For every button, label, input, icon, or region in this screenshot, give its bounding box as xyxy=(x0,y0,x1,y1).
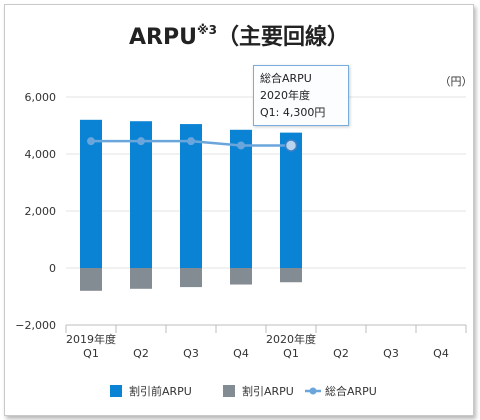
x-tick-label: Q3 xyxy=(183,347,199,360)
tooltip-series: 総合ARPU xyxy=(260,72,312,85)
legend-swatch xyxy=(223,385,235,397)
legend-label: 割引前ARPU xyxy=(129,384,192,398)
bar-discount xyxy=(280,268,302,283)
tooltip-year: 2020年度 xyxy=(260,89,310,102)
year-label: 2019年度 xyxy=(66,332,116,346)
point-total-arpu xyxy=(137,137,145,146)
x-tick-label: Q4 xyxy=(233,347,249,360)
bar-discount xyxy=(180,268,202,288)
y-tick-label: 0 xyxy=(49,262,56,275)
point-total-arpu xyxy=(237,141,245,150)
bar-pre-discount xyxy=(180,124,202,268)
chart-tooltip: 総合ARPU 2020年度 Q1: 4,300円 xyxy=(253,65,349,126)
legend-swatch-marker xyxy=(309,387,317,395)
unit-label: （円） xyxy=(440,75,473,88)
legend-label: 総合ARPU xyxy=(325,384,377,398)
x-tick-label: Q3 xyxy=(383,347,399,360)
bar-pre-discount xyxy=(130,121,152,268)
bar-discount xyxy=(230,268,252,285)
point-total-arpu xyxy=(87,137,95,146)
chart-container: ARPU※3（主要回線） 6,000 4,000 2,000 0 −2,000 （円） Q1… xyxy=(4,4,474,416)
legend-label: 割引ARPU xyxy=(242,384,294,398)
x-tick-label: Q1 xyxy=(283,347,299,360)
bar-discount xyxy=(130,268,152,289)
chart-svg: 6,000 4,000 2,000 0 −2,000 （円） Q1 Q2 Q3 Q4 Q1 Q2 Q3 Q… xyxy=(15,75,473,398)
point-total-arpu xyxy=(187,137,195,146)
chart-title: ARPU※3（主要回線） xyxy=(5,19,473,51)
bar-pre-discount xyxy=(80,119,102,268)
chart-title-note: ※3 xyxy=(196,22,217,37)
y-tick-label: 6,000 xyxy=(25,91,57,104)
y-tick-label: −2,000 xyxy=(15,319,56,332)
x-tick-label: Q1 xyxy=(83,347,99,360)
tooltip-value: Q1: 4,300円 xyxy=(260,106,326,119)
point-total-arpu xyxy=(284,139,298,152)
legend-swatch xyxy=(110,385,122,397)
bar-pre-discount xyxy=(230,129,252,268)
x-tick-label: Q2 xyxy=(333,347,349,360)
bar-discount xyxy=(80,268,102,291)
x-tick-label: Q4 xyxy=(433,347,449,360)
x-tick-label: Q2 xyxy=(133,347,149,360)
chart-title-sub: （主要回線） xyxy=(216,25,349,50)
y-tick-label: 4,000 xyxy=(25,148,57,161)
y-tick-label: 2,000 xyxy=(25,205,57,218)
chart-title-main: ARPU xyxy=(129,25,197,50)
year-label: 2020年度 xyxy=(266,332,316,346)
bar-pre-discount xyxy=(280,132,302,268)
